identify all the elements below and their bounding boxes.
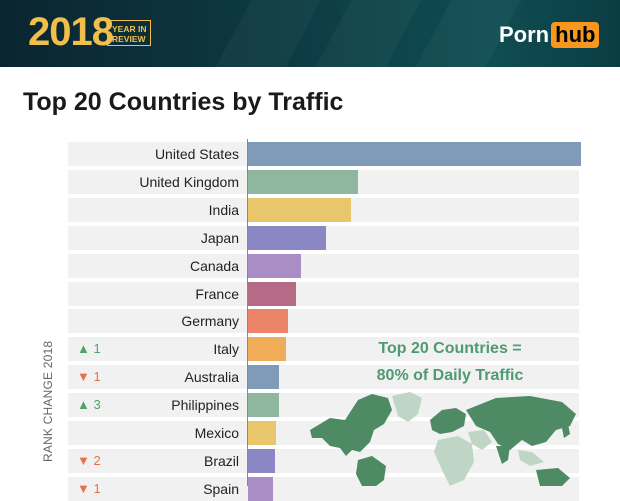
category-label: Japan xyxy=(200,230,239,246)
year-in-review-badge: YEAR IN REVIEW xyxy=(107,20,151,46)
category-label: United Kingdom xyxy=(139,174,239,190)
category-label: Spain xyxy=(203,481,239,497)
row-background xyxy=(68,449,579,473)
bar-canada xyxy=(248,254,301,278)
category-label: Germany xyxy=(181,313,239,329)
rank-change-value: 2 xyxy=(93,453,101,468)
rank-change: ▼ 2 xyxy=(77,449,101,473)
category-label: Brazil xyxy=(203,453,239,469)
rank-change-value: 1 xyxy=(93,481,101,496)
map-greenland xyxy=(392,392,422,422)
brand-logo: Porn hub xyxy=(499,21,600,49)
arrow-down-icon: ▼ xyxy=(77,369,94,384)
category-label: France xyxy=(195,286,239,302)
world-map xyxy=(310,392,576,486)
arrow-up-icon: ▲ xyxy=(77,341,94,356)
row-background xyxy=(68,365,579,389)
annotation-line-1: Top 20 Countries = xyxy=(378,340,522,357)
bar-spain xyxy=(248,477,273,501)
bar-germany xyxy=(248,309,288,333)
category-label: Mexico xyxy=(194,425,239,441)
map-japan xyxy=(562,424,570,438)
rank-change-value: 1 xyxy=(93,341,101,356)
map-asia xyxy=(466,396,576,450)
rank-change: ▲ 3 xyxy=(77,393,101,417)
bar-philippines xyxy=(248,393,279,417)
banner-stripe xyxy=(198,0,332,67)
banner-stripe xyxy=(298,0,432,67)
map-north-america xyxy=(310,394,392,456)
category-label: India xyxy=(208,202,239,218)
arrow-down-icon: ▼ xyxy=(77,481,94,496)
rank-change: ▲ 1 xyxy=(77,337,101,361)
map-southeast-asia xyxy=(518,450,544,466)
rank-change: ▼ 1 xyxy=(77,365,101,389)
map-south-america xyxy=(356,456,386,486)
year-in-review-line: YEAR IN xyxy=(112,24,147,34)
year-in-review-line: REVIEW xyxy=(112,34,146,44)
bar-japan xyxy=(248,226,326,250)
category-label: Italy xyxy=(213,341,239,357)
map-australia xyxy=(536,468,570,486)
bar-brazil xyxy=(248,449,275,473)
chart-axis-line xyxy=(247,139,248,486)
map-middle-east xyxy=(468,430,492,450)
row-background xyxy=(68,282,579,306)
row-background xyxy=(68,337,579,361)
y-axis-label: RANK CHANGE 2018 xyxy=(41,340,55,462)
header-banner: 2018 YEAR IN REVIEW Porn hub xyxy=(0,0,620,67)
bar-italy xyxy=(248,337,286,361)
rank-change-value: 3 xyxy=(93,397,101,412)
bar-france xyxy=(248,282,296,306)
rank-change-value: 1 xyxy=(93,369,101,384)
category-label: Canada xyxy=(189,258,239,274)
chart-title: Top 20 Countries by Traffic xyxy=(23,88,344,116)
bar-india xyxy=(248,198,351,222)
bar-united-kingdom xyxy=(248,170,358,194)
arrow-down-icon: ▼ xyxy=(77,453,94,468)
category-label: United States xyxy=(154,146,239,162)
year-label: 2018 xyxy=(28,10,114,54)
category-label: Australia xyxy=(184,369,239,385)
logo-text: Porn xyxy=(499,22,550,47)
bar-united-states xyxy=(248,142,581,166)
arrow-up-icon: ▲ xyxy=(77,397,94,412)
annotation-line-2: 80% of Daily Traffic xyxy=(376,367,524,384)
category-label: Philippines xyxy=(171,397,239,413)
row-background xyxy=(68,309,579,333)
map-india xyxy=(496,446,510,464)
row-background xyxy=(68,254,579,278)
rank-change: ▼ 1 xyxy=(77,477,101,501)
bar-mexico xyxy=(248,421,276,445)
map-europe xyxy=(430,408,466,434)
logo-badge: hub xyxy=(551,22,600,48)
map-africa xyxy=(434,436,474,486)
bar-australia xyxy=(248,365,279,389)
